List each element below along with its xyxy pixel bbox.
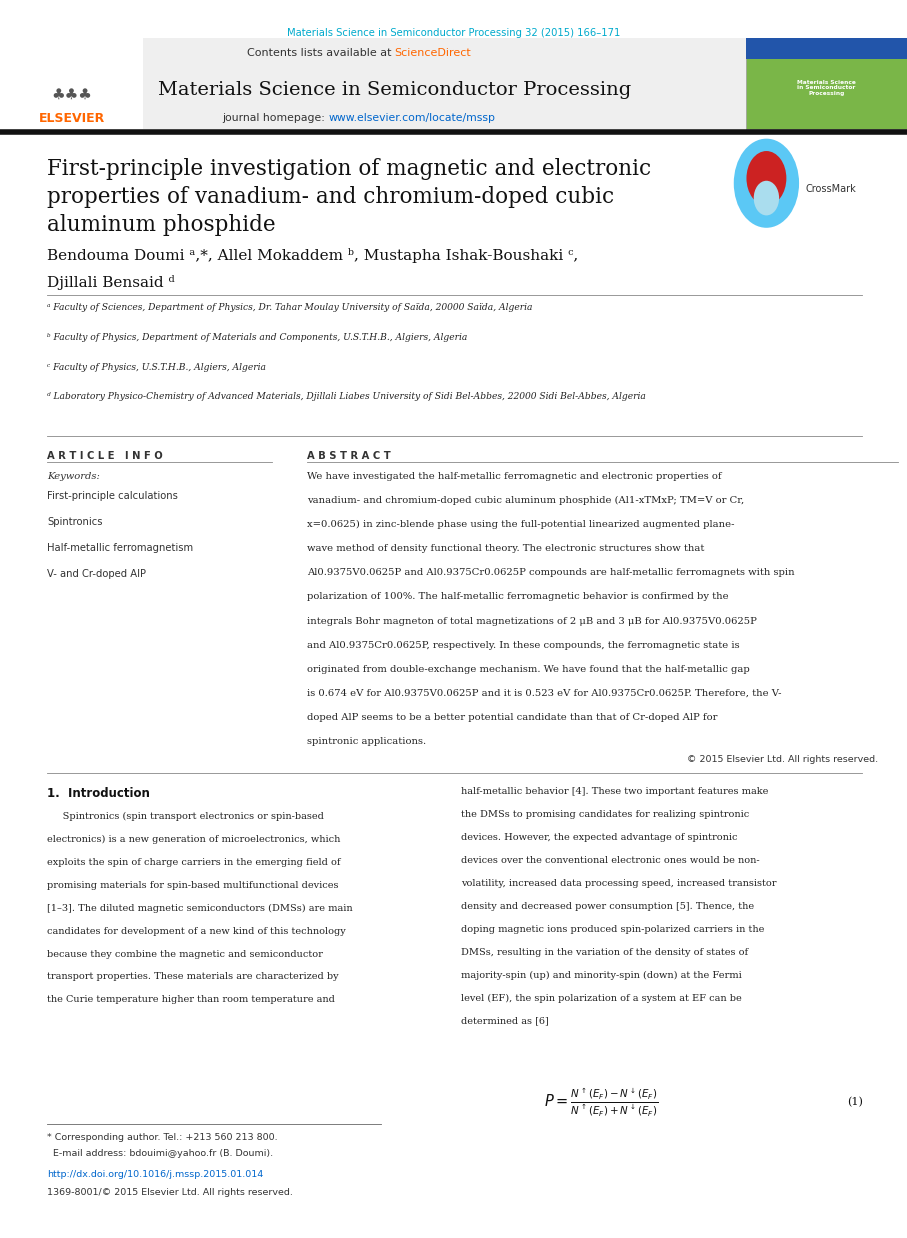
Text: Spintronics: Spintronics: [47, 517, 102, 527]
Text: * Corresponding author. Tel.: +213 560 213 800.: * Corresponding author. Tel.: +213 560 2…: [47, 1133, 278, 1141]
Text: and Al0.9375Cr0.0625P, respectively. In these compounds, the ferromagnetic state: and Al0.9375Cr0.0625P, respectively. In …: [307, 640, 739, 650]
Text: CrossMark: CrossMark: [805, 184, 856, 194]
Text: A R T I C L E   I N F O: A R T I C L E I N F O: [47, 451, 163, 461]
Text: devices. However, the expected advantage of spintronic: devices. However, the expected advantage…: [461, 833, 737, 842]
Text: www.elsevier.com/locate/mssp: www.elsevier.com/locate/mssp: [328, 113, 495, 123]
Text: ScienceDirect: ScienceDirect: [395, 48, 472, 58]
Text: ♣♣♣: ♣♣♣: [51, 87, 93, 102]
Text: Bendouma Doumi ᵃ,*, Allel Mokaddem ᵇ, Mustapha Ishak-Boushaki ᶜ,: Bendouma Doumi ᵃ,*, Allel Mokaddem ᵇ, Mu…: [47, 248, 579, 262]
Text: volatility, increased data processing speed, increased transistor: volatility, increased data processing sp…: [461, 879, 776, 888]
Text: Materials Science in Semiconductor Processing: Materials Science in Semiconductor Proce…: [158, 82, 631, 99]
Text: integrals Bohr magneton of total magnetizations of 2 μB and 3 μB for Al0.9375V0.: integrals Bohr magneton of total magneti…: [307, 617, 756, 625]
Text: Djillali Bensaid ᵈ: Djillali Bensaid ᵈ: [47, 275, 175, 290]
Text: the DMSs to promising candidates for realizing spintronic: the DMSs to promising candidates for rea…: [461, 810, 749, 820]
Text: doping magnetic ions produced spin-polarized carriers in the: doping magnetic ions produced spin-polar…: [461, 925, 764, 933]
Text: vanadium- and chromium-doped cubic aluminum phosphide (Al1-xTMxP; TM=V or Cr,: vanadium- and chromium-doped cubic alumi…: [307, 495, 744, 505]
Text: doped AlP seems to be a better potential candidate than that of Cr-doped AlP for: doped AlP seems to be a better potential…: [307, 713, 717, 722]
Text: ᵇ Faculty of Physics, Department of Materials and Components, U.S.T.H.B., Algier: ᵇ Faculty of Physics, Department of Mate…: [47, 333, 467, 342]
Text: promising materials for spin-based multifunctional devices: promising materials for spin-based multi…: [47, 881, 338, 890]
Text: ᵃ Faculty of Sciences, Department of Physics, Dr. Tahar Moulay University of Saï: ᵃ Faculty of Sciences, Department of Phy…: [47, 303, 532, 312]
Text: http://dx.doi.org/10.1016/j.mssp.2015.01.014: http://dx.doi.org/10.1016/j.mssp.2015.01…: [47, 1170, 263, 1179]
Text: majority-spin (up) and minority-spin (down) at the Fermi: majority-spin (up) and minority-spin (do…: [461, 971, 742, 979]
Text: x=0.0625) in zinc-blende phase using the full-potential linearized augmented pla: x=0.0625) in zinc-blende phase using the…: [307, 520, 734, 529]
Text: candidates for development of a new kind of this technology: candidates for development of a new kind…: [47, 927, 346, 936]
Text: because they combine the magnetic and semiconductor: because they combine the magnetic and se…: [47, 950, 323, 958]
Text: level (EF), the spin polarization of a system at EF can be: level (EF), the spin polarization of a s…: [461, 993, 742, 1003]
Text: First-principle investigation of magnetic and electronic
properties of vanadium-: First-principle investigation of magneti…: [47, 158, 651, 236]
Text: We have investigated the half-metallic ferromagnetic and electronic properties o: We have investigated the half-metallic f…: [307, 472, 721, 480]
FancyBboxPatch shape: [0, 38, 907, 129]
Text: the Curie temperature higher than room temperature and: the Curie temperature higher than room t…: [47, 995, 335, 1004]
Text: journal homepage:: journal homepage:: [222, 113, 328, 123]
Text: First-principle calculations: First-principle calculations: [47, 491, 178, 501]
Circle shape: [734, 139, 799, 228]
Text: (1): (1): [847, 1097, 863, 1107]
Text: $P = \frac{N^{\uparrow}(E_F) - N^{\downarrow}(E_F)}{N^{\uparrow}(E_F) + N^{\down: $P = \frac{N^{\uparrow}(E_F) - N^{\downa…: [544, 1086, 658, 1118]
Text: 1.  Introduction: 1. Introduction: [47, 787, 150, 801]
FancyBboxPatch shape: [746, 38, 907, 59]
Text: Materials Science in Semiconductor Processing 32 (2015) 166–171: Materials Science in Semiconductor Proce…: [287, 28, 620, 38]
Text: Materials Science
in Semiconductor
Processing: Materials Science in Semiconductor Proce…: [797, 79, 855, 97]
Text: polarization of 100%. The half-metallic ferromagnetic behavior is confirmed by t: polarization of 100%. The half-metallic …: [307, 592, 728, 602]
FancyBboxPatch shape: [0, 38, 143, 129]
Text: ᶜ Faculty of Physics, U.S.T.H.B., Algiers, Algeria: ᶜ Faculty of Physics, U.S.T.H.B., Algier…: [47, 363, 266, 371]
Text: Keywords:: Keywords:: [47, 472, 100, 480]
Text: V- and Cr-doped AlP: V- and Cr-doped AlP: [47, 569, 146, 579]
Text: transport properties. These materials are characterized by: transport properties. These materials ar…: [47, 973, 339, 982]
Text: 1369-8001/© 2015 Elsevier Ltd. All rights reserved.: 1369-8001/© 2015 Elsevier Ltd. All right…: [47, 1188, 293, 1197]
Text: E-mail address: bdouimi@yahoo.fr (B. Doumi).: E-mail address: bdouimi@yahoo.fr (B. Dou…: [47, 1149, 273, 1158]
Text: wave method of density functional theory. The electronic structures show that: wave method of density functional theory…: [307, 543, 704, 553]
Text: Contents lists available at: Contents lists available at: [247, 48, 395, 58]
Text: [1–3]. The diluted magnetic semiconductors (DMSs) are main: [1–3]. The diluted magnetic semiconducto…: [47, 904, 353, 912]
Text: Spintronics (spin transport electronics or spin-based: Spintronics (spin transport electronics …: [47, 812, 324, 821]
Text: exploits the spin of charge carriers in the emerging field of: exploits the spin of charge carriers in …: [47, 858, 341, 867]
Text: spintronic applications.: spintronic applications.: [307, 737, 425, 747]
Text: is 0.674 eV for Al0.9375V0.0625P and it is 0.523 eV for Al0.9375Cr0.0625P. There: is 0.674 eV for Al0.9375V0.0625P and it …: [307, 688, 781, 698]
Text: determined as [6]: determined as [6]: [461, 1016, 549, 1025]
Text: density and decreased power consumption [5]. Thence, the: density and decreased power consumption …: [461, 901, 754, 911]
Text: half-metallic behavior [4]. These two important features make: half-metallic behavior [4]. These two im…: [461, 787, 768, 796]
Text: originated from double-exchange mechanism. We have found that the half-metallic : originated from double-exchange mechanis…: [307, 665, 749, 673]
FancyBboxPatch shape: [746, 38, 907, 129]
Text: Al0.9375V0.0625P and Al0.9375Cr0.0625P compounds are half-metallic ferromagnets : Al0.9375V0.0625P and Al0.9375Cr0.0625P c…: [307, 568, 795, 577]
Text: devices over the conventional electronic ones would be non-: devices over the conventional electronic…: [461, 857, 759, 865]
Circle shape: [754, 181, 779, 215]
Text: ELSEVIER: ELSEVIER: [38, 111, 105, 125]
Text: ᵈ Laboratory Physico-Chemistry of Advanced Materials, Djillali Liabes University: ᵈ Laboratory Physico-Chemistry of Advanc…: [47, 392, 646, 401]
Text: A B S T R A C T: A B S T R A C T: [307, 451, 390, 461]
Text: Half-metallic ferromagnetism: Half-metallic ferromagnetism: [47, 543, 193, 553]
Circle shape: [746, 151, 786, 206]
Text: DMSs, resulting in the variation of the density of states of: DMSs, resulting in the variation of the …: [461, 948, 748, 957]
Text: © 2015 Elsevier Ltd. All rights reserved.: © 2015 Elsevier Ltd. All rights reserved…: [687, 755, 878, 764]
Text: electronics) is a new generation of microelectronics, which: electronics) is a new generation of micr…: [47, 836, 340, 844]
